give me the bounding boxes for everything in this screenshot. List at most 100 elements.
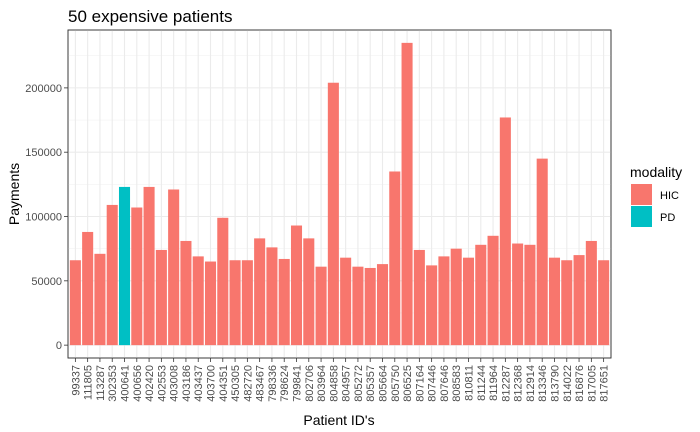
bar-812287	[499, 117, 511, 346]
bar-403700	[204, 261, 217, 346]
bar-403008	[168, 189, 180, 346]
bar-400641	[118, 186, 131, 346]
x-tick-label: 404351	[218, 365, 230, 402]
x-tick-label: 808583	[451, 365, 463, 402]
bar-803964	[315, 266, 327, 346]
bar-111805	[82, 231, 94, 346]
x-tick-label: 806525	[402, 365, 414, 402]
x-tick-label: 817005	[586, 365, 598, 402]
bar-798336	[266, 247, 278, 346]
bar-810811	[462, 257, 475, 346]
bar-450305	[229, 260, 241, 346]
bar-813346	[536, 158, 548, 346]
x-tick-label: 807446	[427, 365, 439, 402]
x-tick-label: 402553	[156, 365, 168, 402]
legend-key-hic	[631, 184, 652, 205]
y-tick-label: 50000	[31, 276, 62, 288]
bar-812914	[524, 244, 536, 346]
x-tick-label: 814022	[562, 365, 574, 402]
x-tick-label: 483467	[255, 365, 267, 402]
x-tick-label: 804858	[328, 365, 340, 402]
x-tick-label: 111805	[83, 365, 95, 400]
bar-402553	[155, 249, 167, 346]
x-tick-label: 403008	[169, 365, 181, 402]
bar-400656	[131, 207, 143, 346]
legend-key-pd	[631, 206, 652, 227]
x-tick-label: 798336	[267, 365, 279, 402]
chart-title: 50 expensive patients	[68, 7, 232, 26]
x-tick-label: 813790	[549, 365, 561, 402]
legend-label-pd: PD	[660, 212, 675, 224]
x-tick-label: 807646	[439, 365, 451, 402]
bar-811964	[487, 235, 499, 346]
x-tick-label: 810811	[463, 365, 475, 401]
bar-403186	[180, 240, 192, 346]
x-tick-label: 402420	[144, 365, 156, 402]
x-tick-label: 482720	[242, 365, 254, 402]
y-axis: 0 50000 100000 150000 200000	[25, 83, 68, 352]
x-tick-label: 805750	[390, 365, 402, 402]
x-tick-label: 805272	[353, 365, 365, 402]
x-tick-label: 798624	[279, 365, 291, 402]
bar-804957	[340, 257, 352, 346]
bar-814022	[561, 260, 573, 346]
x-axis: 99337 111805 113287 302353 400641 400656 40242…	[70, 358, 611, 402]
bar-113287	[94, 253, 106, 346]
x-tick-label: 400656	[132, 365, 144, 402]
x-tick-label: 811244	[476, 365, 488, 401]
bar-482720	[241, 260, 253, 346]
y-tick-label: 200000	[25, 83, 62, 95]
x-tick-label: 813346	[537, 365, 549, 402]
bar-802706	[303, 238, 315, 346]
y-axis-title: Payments	[6, 163, 22, 225]
bar-807646	[438, 256, 450, 346]
x-tick-label: 802706	[304, 365, 316, 402]
x-tick-label: 816876	[574, 365, 586, 402]
bar-805272	[352, 266, 364, 346]
x-tick-label: 805357	[365, 365, 377, 402]
bar-813790	[548, 257, 561, 346]
legend-title: modality	[630, 164, 682, 180]
plot-border	[67, 29, 612, 359]
x-tick-label: 403700	[206, 365, 218, 402]
bars	[69, 42, 610, 346]
bar-403437	[192, 256, 204, 346]
bar-807446	[426, 265, 438, 346]
x-tick-label: 805664	[377, 365, 389, 402]
legend-label-hic: HIC	[660, 190, 679, 202]
x-tick-label: 450305	[230, 365, 242, 402]
bar-799841	[290, 225, 303, 346]
bar-99337	[69, 260, 81, 346]
x-tick-label: 403186	[181, 365, 193, 402]
bar-816876	[573, 255, 585, 346]
y-tick-label: 100000	[25, 212, 62, 224]
x-tick-label: 302353	[107, 365, 119, 402]
legend: modality HIC PD	[630, 164, 682, 227]
x-axis-title: Patient ID's	[303, 412, 374, 428]
bar-798624	[278, 258, 290, 346]
x-tick-label: 400641	[120, 365, 132, 402]
bar-805357	[364, 267, 376, 346]
x-tick-label: 812914	[525, 365, 537, 402]
bar-302353	[106, 204, 118, 346]
bar-804858	[327, 82, 339, 346]
bar-808583	[450, 248, 462, 346]
bar-807164	[413, 249, 425, 346]
bar-404351	[217, 217, 229, 346]
x-tick-label: 811964	[488, 365, 500, 401]
x-tick-label: 799841	[292, 365, 304, 402]
bar-402420	[143, 186, 155, 346]
bar-812368	[512, 243, 524, 346]
y-tick-label: 150000	[25, 147, 62, 159]
x-tick-label: 812368	[513, 365, 525, 402]
x-tick-label: 403437	[193, 365, 205, 402]
x-tick-label: 812287	[500, 365, 512, 402]
bar-817651	[598, 260, 610, 346]
x-tick-label: 817651	[599, 365, 611, 402]
bar-811244	[475, 244, 487, 346]
x-tick-label: 99337	[70, 365, 82, 396]
bar-483467	[254, 238, 266, 346]
x-tick-label: 804957	[341, 365, 353, 402]
x-tick-label: 113287	[95, 365, 107, 401]
